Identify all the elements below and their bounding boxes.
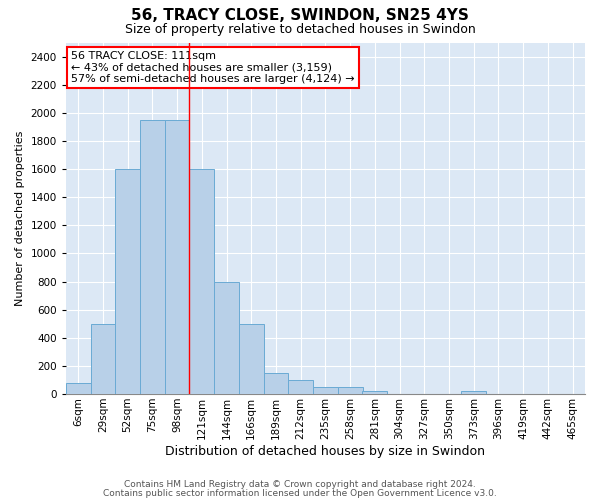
Bar bbox=[362, 390, 387, 394]
Text: Contains HM Land Registry data © Crown copyright and database right 2024.: Contains HM Land Registry data © Crown c… bbox=[124, 480, 476, 489]
Text: Contains public sector information licensed under the Open Government Licence v3: Contains public sector information licen… bbox=[103, 488, 497, 498]
Bar bbox=[338, 387, 362, 394]
Bar bbox=[239, 324, 263, 394]
Y-axis label: Number of detached properties: Number of detached properties bbox=[15, 130, 25, 306]
Bar bbox=[165, 120, 190, 394]
Bar bbox=[289, 380, 313, 394]
Bar bbox=[263, 373, 289, 394]
Bar bbox=[190, 169, 214, 394]
Text: 56 TRACY CLOSE: 111sqm
← 43% of detached houses are smaller (3,159)
57% of semi-: 56 TRACY CLOSE: 111sqm ← 43% of detached… bbox=[71, 52, 355, 84]
Bar bbox=[214, 282, 239, 394]
Bar bbox=[91, 324, 115, 394]
Text: 56, TRACY CLOSE, SWINDON, SN25 4YS: 56, TRACY CLOSE, SWINDON, SN25 4YS bbox=[131, 8, 469, 22]
Bar bbox=[115, 169, 140, 394]
X-axis label: Distribution of detached houses by size in Swindon: Distribution of detached houses by size … bbox=[166, 444, 485, 458]
Text: Size of property relative to detached houses in Swindon: Size of property relative to detached ho… bbox=[125, 22, 475, 36]
Bar bbox=[313, 387, 338, 394]
Bar bbox=[66, 384, 91, 394]
Bar bbox=[140, 120, 165, 394]
Bar bbox=[461, 390, 486, 394]
